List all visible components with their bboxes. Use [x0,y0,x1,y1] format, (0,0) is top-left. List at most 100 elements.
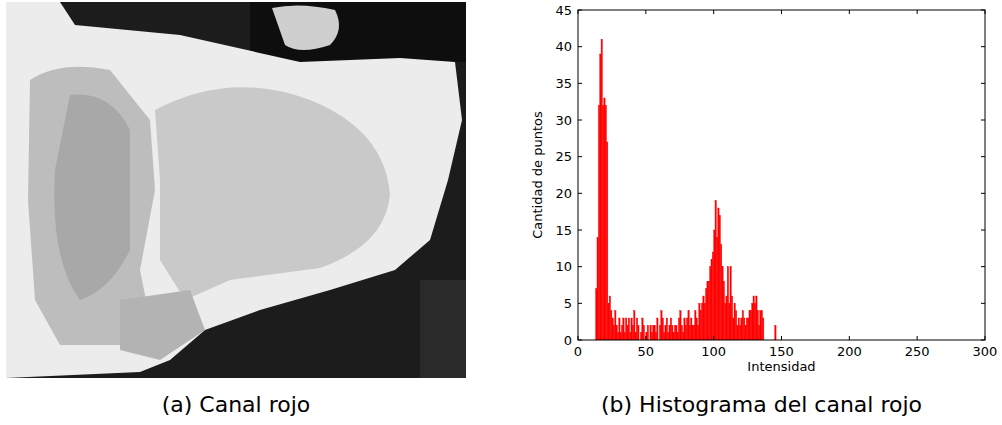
y-tick [981,193,985,194]
histogram-bar [655,333,656,340]
y-tick-label: 30 [555,113,572,128]
histogram-bar [662,318,663,340]
histogram-bar [608,303,609,340]
histogram-bar [681,325,682,340]
histogram-bar [600,54,601,340]
histogram-bar [775,325,776,340]
x-tick-label: 250 [905,344,930,359]
x-tick-label: 0 [574,344,582,359]
y-tick-label: 0 [564,333,572,348]
photo-shadow [250,2,466,62]
histogram-bar [661,311,662,340]
histogram-bar [735,311,736,340]
histogram-bar [734,303,735,340]
histogram-bar [613,325,614,340]
y-tick-label: 10 [555,259,572,274]
histogram-bar [597,237,598,340]
histogram-bar [748,318,749,340]
histogram-bar [601,39,602,340]
histogram-bar [602,105,603,340]
histogram-bar [632,325,633,340]
histogram-bar [763,318,764,340]
histogram-bar [612,318,613,340]
y-tick [578,230,582,231]
bars [596,39,776,340]
histogram-bar [621,325,622,340]
histogram-bar [666,318,667,340]
histogram-bar [636,318,637,340]
histogram-bar [624,333,625,340]
histogram-bar [757,311,758,340]
histogram-bar [684,318,685,340]
histogram-bar [619,318,620,340]
y-tick [981,156,985,157]
y-tick [981,266,985,267]
y-tick-label: 5 [564,296,572,311]
histogram-bar [640,333,641,340]
y-tick [578,303,582,304]
histogram-bar [706,289,707,340]
histogram-bar [631,318,632,340]
histogram-bar [703,296,704,340]
histogram-bar [692,325,693,340]
histogram-bar [638,325,639,340]
histogram-bar [750,311,751,340]
histogram-bar [685,325,686,340]
histogram-bar [731,296,732,340]
histogram-bar [635,333,636,340]
y-tick [981,340,985,341]
histogram-bar [677,333,678,340]
histogram-bar [745,325,746,340]
y-tick [981,83,985,84]
histogram-bar [742,311,743,340]
histogram-bar [646,333,647,340]
y-tick-label: 25 [555,149,572,164]
histogram-bar [606,142,607,340]
histogram-bar [674,325,675,340]
histogram-bar [616,325,617,340]
histogram-bar [761,311,762,340]
x-axis-title: Intensidad [747,359,815,374]
histogram-bar [739,325,740,340]
histogram-bar [720,245,721,340]
x-tick-label: 50 [638,344,655,359]
histogram-bar [689,325,690,340]
histogram-bar [699,303,700,340]
plot-area [578,10,985,340]
meat-muscle [120,290,205,360]
histogram-bar [663,333,664,340]
y-tick [578,120,582,121]
histogram-bar [738,318,739,340]
histogram-bar [729,303,730,340]
axes-frame [578,10,985,340]
x-tick [713,10,714,14]
histogram-bar [697,325,698,340]
meat-muscle [155,87,390,300]
caption: (b) Histograma del canal rojo [601,392,922,417]
x-tick [985,10,986,14]
histogram-bar [722,267,723,340]
histogram-bar [625,318,626,340]
histogram-bar [604,98,605,340]
y-axis-title: Cantidad de puntos [530,111,545,239]
y-tick-label: 45 [555,3,572,18]
histogram-bar [704,303,705,340]
x-tick [917,336,918,340]
x-tick [578,336,579,340]
x-tick [849,10,850,14]
histogram-bar [598,105,599,340]
x-tick [849,336,850,340]
photo-shadow [420,280,466,378]
y-tick [981,10,985,11]
histogram-bar [737,325,738,340]
histogram-bar [710,267,711,340]
y-tick [578,156,582,157]
y-tick-label: 20 [555,186,572,201]
y-tick [981,303,985,304]
histogram-bar [693,325,694,340]
photo-fragment [272,5,339,50]
histogram-bar [678,318,679,340]
histogram-bar [620,333,621,340]
y-tick [981,230,985,231]
histogram-bar [642,318,643,340]
